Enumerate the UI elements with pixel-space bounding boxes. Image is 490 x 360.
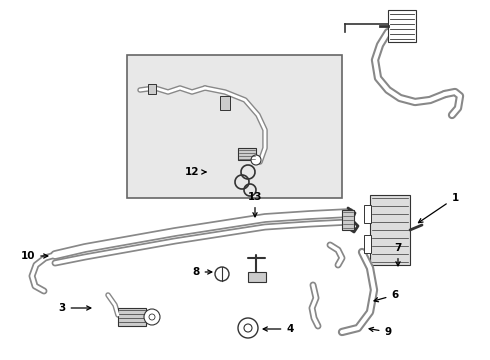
Text: 5: 5 — [0, 359, 1, 360]
Text: 7: 7 — [394, 243, 402, 266]
Circle shape — [251, 155, 261, 165]
Text: 6: 6 — [374, 290, 399, 302]
Circle shape — [238, 318, 258, 338]
Text: 13: 13 — [248, 192, 262, 217]
Bar — [370, 195, 410, 265]
Bar — [148, 84, 156, 94]
Bar — [364, 235, 371, 253]
Text: 2: 2 — [0, 359, 1, 360]
Text: 10: 10 — [21, 251, 48, 261]
Bar — [127, 55, 342, 198]
Bar — [220, 96, 230, 110]
Bar — [342, 210, 354, 230]
Text: 8: 8 — [193, 267, 212, 277]
Circle shape — [149, 314, 155, 320]
Text: 3: 3 — [58, 303, 91, 313]
Bar — [388, 10, 416, 42]
Text: 9: 9 — [369, 327, 392, 337]
Bar — [238, 148, 256, 160]
Bar — [248, 272, 266, 282]
Text: 1: 1 — [418, 193, 459, 223]
Circle shape — [215, 267, 229, 281]
Text: 14: 14 — [0, 359, 1, 360]
Bar — [118, 308, 146, 326]
Text: 12: 12 — [185, 167, 206, 177]
Circle shape — [244, 324, 252, 332]
Circle shape — [144, 309, 160, 325]
Text: 4: 4 — [263, 324, 294, 334]
Bar — [364, 205, 371, 223]
Text: 11: 11 — [0, 359, 1, 360]
